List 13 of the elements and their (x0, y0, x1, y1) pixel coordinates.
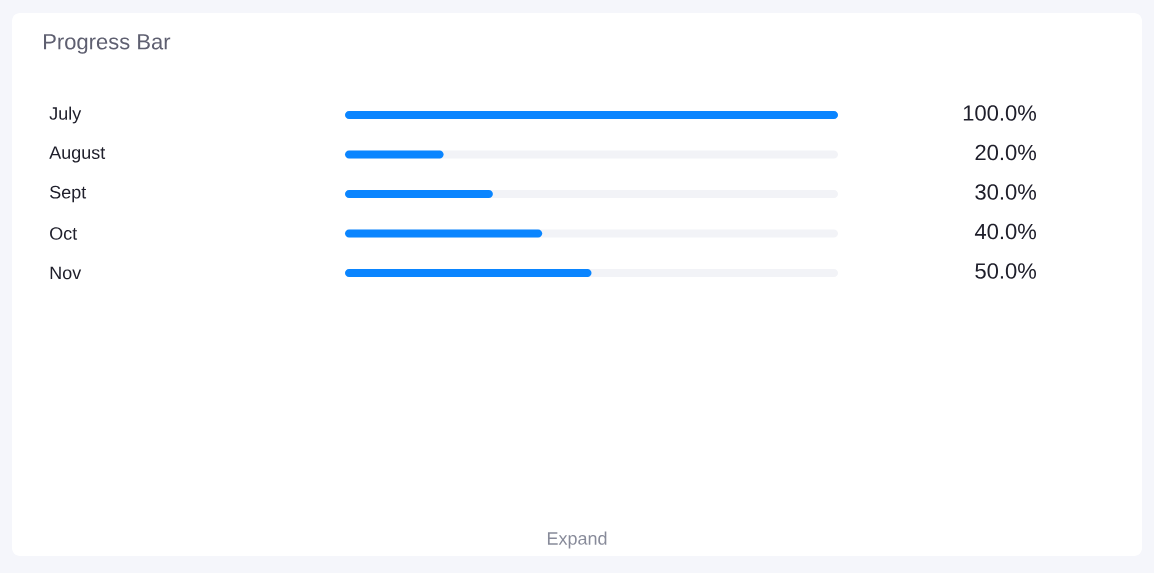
data-label: 20.0% (975, 144, 1037, 161)
y-tick-label: July (49, 106, 82, 124)
text: Progress Bar (44, 34, 171, 54)
y-tick-label: Sept (50, 185, 87, 203)
text: Expand (547, 531, 607, 549)
y-tick-label: Oct (50, 227, 78, 240)
y-tick-label: Nov (50, 266, 82, 280)
data-label: 100.0% (963, 105, 1037, 121)
data-label: 40.0% (974, 223, 1037, 240)
y-tick-label: August (49, 146, 106, 163)
data-label: 30.0% (975, 184, 1037, 200)
bar (345, 150, 444, 159)
data-label: 50.0% (975, 263, 1037, 279)
